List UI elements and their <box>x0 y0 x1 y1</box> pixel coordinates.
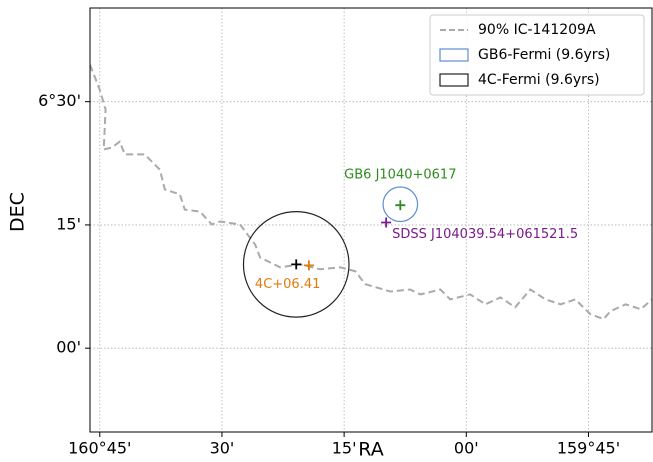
error-circle <box>382 186 419 223</box>
source-marker <box>381 217 392 228</box>
legend-label: 90% IC-141209A <box>478 22 596 38</box>
source-label: 4C+06.41 <box>255 277 320 292</box>
legend-swatch <box>439 48 469 62</box>
plot-frame <box>89 7 653 433</box>
y-tick-label: 15' <box>56 214 81 233</box>
y-tick-label: 00' <box>56 338 81 357</box>
source-marker <box>291 259 302 270</box>
x-tick-label: 15' <box>332 439 357 458</box>
y-axis-label: DEC <box>7 192 29 232</box>
legend-swatch <box>439 73 469 87</box>
source-marker <box>303 260 314 271</box>
error-circle <box>242 211 350 318</box>
source-marker <box>395 200 406 211</box>
plot-area <box>90 64 652 321</box>
x-tick-label: 160°45' <box>68 439 131 458</box>
x-tick-label: 30' <box>210 439 235 458</box>
x-axis-label: RA <box>358 439 383 461</box>
y-tick-label: 6°30' <box>38 91 81 110</box>
x-tick-label: 159°45' <box>557 439 620 458</box>
legend-box <box>429 14 645 96</box>
legend-label: GB6-Fermi (9.6yrs) <box>478 47 610 63</box>
contour-line <box>90 64 652 321</box>
x-tick-label: 00' <box>454 439 479 458</box>
legend-label: 4C-Fermi (9.6yrs) <box>478 72 600 88</box>
source-label: SDSS J104039.54+061521.5 <box>392 227 578 242</box>
source-label: GB6 J1040+0617 <box>344 168 456 183</box>
